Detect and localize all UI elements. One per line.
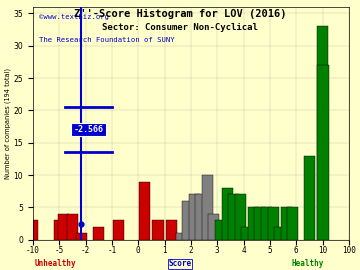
Bar: [281, 207, 292, 240]
Text: The Research Foundation of SUNY: The Research Foundation of SUNY: [39, 37, 175, 43]
Bar: [255, 207, 266, 240]
Bar: [189, 194, 200, 240]
Bar: [228, 194, 239, 240]
Bar: [58, 214, 69, 240]
Bar: [304, 156, 315, 240]
Bar: [166, 220, 177, 240]
Bar: [67, 214, 78, 240]
Bar: [318, 65, 329, 240]
Bar: [274, 227, 285, 240]
Text: -2.566: -2.566: [73, 125, 104, 134]
Bar: [27, 220, 39, 240]
Bar: [54, 220, 65, 240]
Bar: [202, 175, 213, 240]
Bar: [287, 207, 298, 240]
Bar: [176, 233, 186, 240]
Text: ©www.textbiz.org: ©www.textbiz.org: [39, 14, 109, 20]
Bar: [248, 207, 259, 240]
Text: Healthy: Healthy: [292, 259, 324, 268]
Text: Z''-Score Histogram for LOV (2016): Z''-Score Histogram for LOV (2016): [74, 9, 286, 19]
Bar: [153, 220, 163, 240]
Text: Score: Score: [168, 259, 192, 268]
Bar: [93, 227, 104, 240]
Bar: [182, 201, 193, 240]
Bar: [241, 227, 252, 240]
Bar: [195, 194, 206, 240]
Bar: [208, 214, 220, 240]
Text: Unhealthy: Unhealthy: [35, 259, 77, 268]
Y-axis label: Number of companies (194 total): Number of companies (194 total): [4, 68, 11, 179]
Bar: [317, 26, 328, 240]
Bar: [235, 194, 246, 240]
Bar: [113, 220, 124, 240]
Text: Sector: Consumer Non-Cyclical: Sector: Consumer Non-Cyclical: [102, 23, 258, 32]
Bar: [215, 220, 226, 240]
Bar: [139, 181, 150, 240]
Bar: [76, 233, 87, 240]
Bar: [268, 207, 279, 240]
Bar: [261, 207, 272, 240]
Bar: [222, 188, 233, 240]
